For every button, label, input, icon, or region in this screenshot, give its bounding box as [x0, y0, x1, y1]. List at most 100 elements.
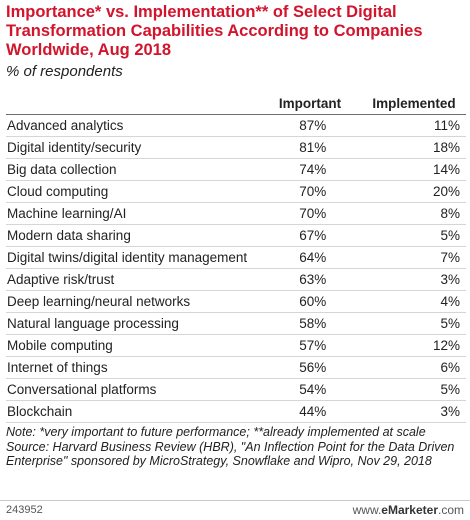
row-label: Blockchain: [7, 404, 73, 419]
row-label: Adaptive risk/trust: [7, 272, 115, 287]
chart-subtitle: % of respondents: [6, 63, 123, 80]
cell-implemented: 12%: [432, 338, 461, 353]
cell-important: 60%: [299, 294, 327, 309]
cell-implemented-wrap: 11%: [362, 118, 466, 133]
cell-implemented-wrap: 5%: [362, 228, 466, 243]
cell-implemented: 8%: [440, 206, 461, 221]
cell-important-wrap: 58%: [258, 316, 362, 331]
table-row: Machine learning/AI 70% 8%: [6, 203, 466, 225]
cell-important-wrap: 60%: [258, 294, 362, 309]
cell-important: 44%: [299, 404, 327, 419]
chart-footer: 243952 www.eMarketer.com: [0, 500, 470, 520]
cell-important: 81%: [299, 140, 327, 155]
cell-implemented: 7%: [440, 250, 461, 265]
row-label: Internet of things: [7, 360, 108, 375]
cell-implemented: 4%: [440, 294, 461, 309]
cell-implemented-wrap: 7%: [362, 250, 466, 265]
cell-important-wrap: 54%: [258, 382, 362, 397]
row-label: Big data collection: [7, 162, 117, 177]
table-row: Cloud computing 70% 20%: [6, 181, 466, 203]
cell-implemented: 5%: [440, 382, 461, 397]
table-row: Natural language processing 58% 5%: [6, 313, 466, 335]
row-label: Conversational platforms: [7, 382, 157, 397]
chart-id: 243952: [6, 504, 43, 516]
cell-implemented-wrap: 8%: [362, 206, 466, 221]
cell-important: 70%: [299, 184, 327, 199]
table-row: Blockchain 44% 3%: [6, 401, 466, 423]
cell-important-wrap: 44%: [258, 404, 362, 419]
row-label: Deep learning/neural networks: [7, 294, 191, 309]
table-row: Adaptive risk/trust 63% 3%: [6, 269, 466, 291]
table-row: Advanced analytics 87% 11%: [6, 115, 466, 137]
note-text: Note: *very important to future performa…: [6, 425, 426, 439]
cell-important-wrap: 70%: [258, 184, 362, 199]
brand-prefix: www.: [352, 503, 382, 517]
table-header: Important Implemented: [6, 92, 466, 115]
table-row: Conversational platforms 54% 5%: [6, 379, 466, 401]
cell-implemented-wrap: 4%: [362, 294, 466, 309]
table-row: Internet of things 56% 6%: [6, 357, 466, 379]
cell-implemented: 18%: [432, 140, 461, 155]
cell-important-wrap: 64%: [258, 250, 362, 265]
row-label: Natural language processing: [7, 316, 179, 331]
cell-important-wrap: 56%: [258, 360, 362, 375]
cell-important: 63%: [299, 272, 327, 287]
cell-implemented-wrap: 12%: [362, 338, 466, 353]
cell-implemented: 5%: [440, 316, 461, 331]
cell-important: 87%: [299, 118, 327, 133]
brand-name: eMarketer: [381, 503, 438, 517]
brand-logo: www.eMarketer.com: [353, 503, 464, 517]
row-label: Digital twins/digital identity managemen…: [7, 250, 248, 265]
header-implemented: Implemented: [372, 95, 456, 111]
row-label: Digital identity/security: [7, 140, 142, 155]
source-text: Source: Harvard Business Review (HBR), "…: [6, 439, 455, 469]
cell-implemented-wrap: 5%: [362, 382, 466, 397]
table-body: Advanced analytics 87% 11% Digital identity…: [6, 115, 466, 423]
cell-important: 74%: [299, 162, 327, 177]
table-row: Digital identity/security 81% 18%: [6, 137, 466, 159]
cell-implemented: 6%: [440, 360, 461, 375]
table-row: Mobile computing 57% 12%: [6, 335, 466, 357]
cell-implemented: 3%: [440, 272, 461, 287]
header-important: Important: [278, 95, 342, 111]
data-table: Important Implemented Advanced analytics…: [6, 92, 466, 423]
cell-implemented-wrap: 5%: [362, 316, 466, 331]
chart-footnote: Note: *very important to future performa…: [6, 425, 464, 469]
cell-important-wrap: 67%: [258, 228, 362, 243]
cell-important: 58%: [299, 316, 327, 331]
row-label: Modern data sharing: [7, 228, 131, 243]
table-row: Deep learning/neural networks 60% 4%: [6, 291, 466, 313]
brand-suffix: .com: [437, 503, 464, 517]
row-label: Machine learning/AI: [7, 206, 127, 221]
cell-important: 56%: [299, 360, 327, 375]
cell-implemented-wrap: 3%: [362, 404, 466, 419]
cell-implemented-wrap: 6%: [362, 360, 466, 375]
row-label: Advanced analytics: [7, 118, 124, 133]
cell-important: 64%: [299, 250, 327, 265]
cell-implemented: 3%: [440, 404, 461, 419]
cell-implemented-wrap: 20%: [362, 184, 466, 199]
row-label: Cloud computing: [7, 184, 109, 199]
chart-title: Importance* vs. Implementation** of Sele…: [6, 3, 423, 59]
cell-implemented: 20%: [432, 184, 461, 199]
cell-important: 54%: [299, 382, 327, 397]
cell-important-wrap: 81%: [258, 140, 362, 155]
cell-important-wrap: 57%: [258, 338, 362, 353]
row-label: Mobile computing: [7, 338, 113, 353]
table-row: Digital twins/digital identity managemen…: [6, 247, 466, 269]
cell-implemented: 11%: [433, 118, 461, 133]
cell-important-wrap: 74%: [258, 162, 362, 177]
cell-implemented-wrap: 3%: [362, 272, 466, 287]
cell-important-wrap: 87%: [258, 118, 362, 133]
table-row: Big data collection 74% 14%: [6, 159, 466, 181]
cell-important-wrap: 63%: [258, 272, 362, 287]
cell-implemented-wrap: 14%: [362, 162, 466, 177]
cell-important-wrap: 70%: [258, 206, 362, 221]
cell-important: 57%: [299, 338, 327, 353]
cell-implemented: 5%: [440, 228, 461, 243]
table-row: Modern data sharing 67% 5%: [6, 225, 466, 247]
cell-implemented-wrap: 18%: [362, 140, 466, 155]
cell-important: 70%: [299, 206, 327, 221]
cell-implemented: 14%: [432, 162, 461, 177]
cell-important: 67%: [299, 228, 327, 243]
